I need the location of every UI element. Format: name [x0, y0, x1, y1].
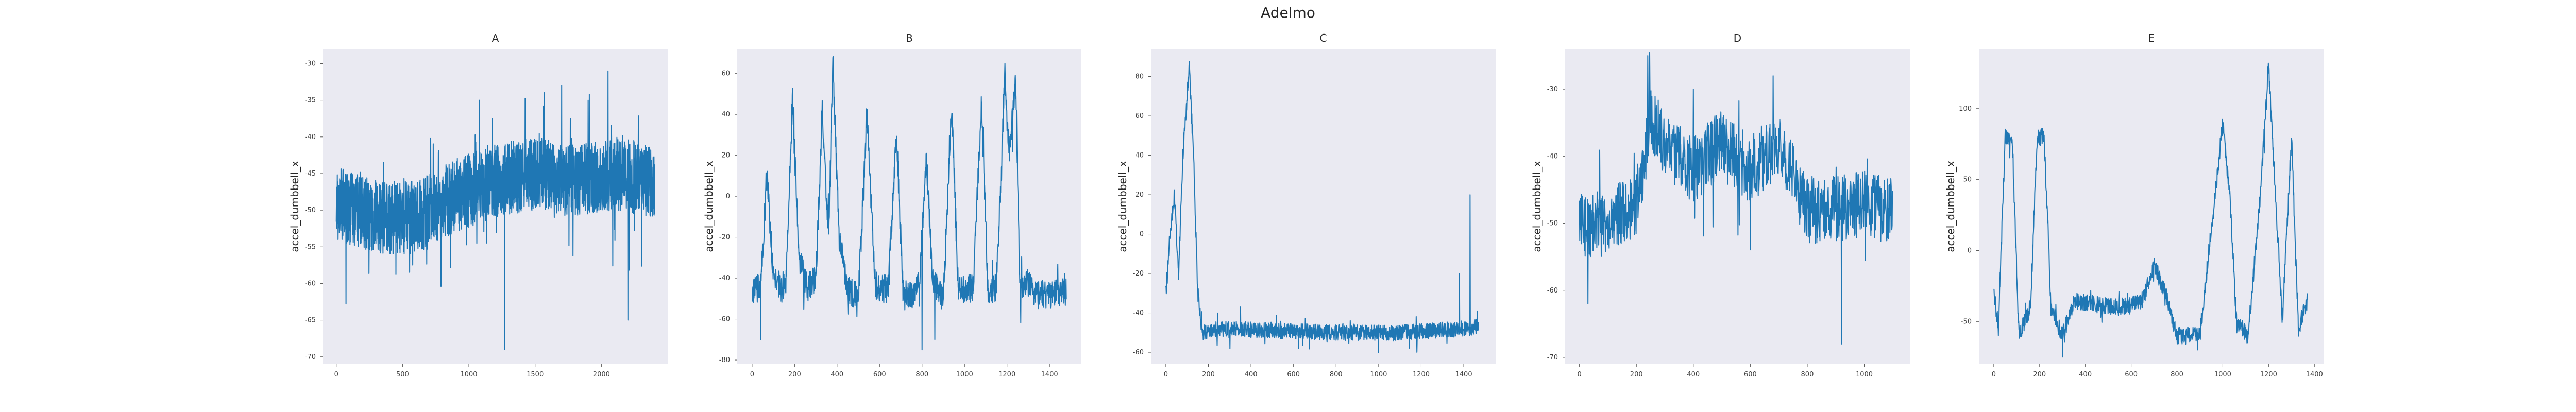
- y-axis-label: accel_dumbbell_x: [1116, 161, 1129, 252]
- x-tick-label: 1000: [1856, 371, 1873, 379]
- y-tick-label: -65: [305, 317, 316, 324]
- y-tick-label: -50: [305, 207, 316, 214]
- x-tick-label: 0: [1578, 371, 1582, 379]
- x-tick-label: 600: [1287, 371, 1300, 379]
- panel-c: 0 200 400 600 800 1000 1200 1400 -60 -40 -20 0 20 40 6…: [1116, 32, 1496, 379]
- y-axis-label: accel_dumbbell_x: [703, 161, 715, 252]
- y-tick-label: 60: [1135, 112, 1144, 120]
- y-tick-label: -35: [305, 97, 316, 105]
- x-tick-label: 400: [2079, 371, 2092, 379]
- x-tick-label: 1000: [1370, 371, 1387, 379]
- x-tick-label: 0: [334, 371, 338, 379]
- y-axis-label: accel_dumbbell_x: [289, 161, 301, 252]
- y-tick-label: -60: [1547, 287, 1558, 295]
- x-tick-label: 400: [831, 371, 843, 379]
- x-tick-label: 1400: [1041, 371, 1058, 379]
- x-tick-label: 0: [1164, 371, 1168, 379]
- series-line: [335, 70, 655, 350]
- x-tick-label: 1000: [2214, 371, 2231, 379]
- y-tick-label: -20: [1133, 270, 1144, 278]
- y-tick-label: -50: [1961, 318, 1972, 325]
- y-tick-label: -80: [719, 356, 730, 364]
- y-tick-label: 0: [1140, 231, 1144, 238]
- y-tick-label: -40: [719, 274, 730, 282]
- x-tick-label: 1200: [2260, 371, 2277, 379]
- panel-title: D: [1734, 32, 1741, 44]
- panel-e: 0 200 400 600 800 1000 1200 1400 -50 0 50 100 Eaccel…: [1944, 32, 2324, 379]
- x-tick-label: 200: [1202, 371, 1215, 379]
- panel-a: 0 500 1000 1500 2000 -70 -65 -60 -55 -50 -45 -40 -35…: [289, 32, 668, 379]
- y-tick-label: -70: [305, 353, 316, 361]
- x-tick-label: 1400: [1455, 371, 1472, 379]
- x-tick-label: 1200: [998, 371, 1015, 379]
- y-tick-label: -55: [305, 243, 316, 251]
- y-tick-label: -30: [305, 60, 316, 67]
- panel-title: A: [492, 32, 499, 44]
- x-tick-label: 200: [788, 371, 801, 379]
- series-line: [1165, 61, 1479, 353]
- panel-title: B: [906, 32, 913, 44]
- x-tick-label: 800: [2171, 371, 2183, 379]
- y-tick-label: -60: [1133, 349, 1144, 356]
- x-tick-label: 2000: [593, 371, 610, 379]
- y-tick-label: 50: [1963, 176, 1972, 184]
- panel-title: E: [2148, 32, 2155, 44]
- y-tick-label: 40: [1135, 152, 1144, 160]
- plot-background: [1151, 49, 1496, 364]
- x-tick-label: 0: [1992, 371, 1996, 379]
- series-line: [1579, 52, 1893, 345]
- y-tick-label: -40: [305, 133, 316, 141]
- panel-title: C: [1320, 32, 1327, 44]
- y-tick-label: -70: [1547, 354, 1558, 362]
- x-tick-label: 1000: [460, 371, 477, 379]
- x-tick-label: 200: [2033, 371, 2046, 379]
- series-line: [751, 56, 1067, 351]
- figure-title: Adelmo: [1261, 4, 1315, 21]
- y-tick-label: 40: [721, 111, 730, 118]
- y-tick-label: -60: [305, 280, 316, 287]
- y-tick-label: -45: [305, 170, 316, 178]
- x-tick-label: 800: [1330, 371, 1343, 379]
- x-tick-label: 0: [750, 371, 754, 379]
- x-tick-label: 1500: [527, 371, 544, 379]
- plot-background: [1979, 49, 2324, 364]
- x-tick-label: 600: [2125, 371, 2138, 379]
- x-tick-label: 1200: [1413, 371, 1430, 379]
- x-tick-label: 800: [916, 371, 928, 379]
- panel-d: 0 200 400 600 800 1000 -70 -60 -50 -40 -30 Daccel_d…: [1531, 32, 1910, 379]
- y-axis-label: accel_dumbbell_x: [1944, 161, 1957, 252]
- y-tick-label: 0: [1968, 247, 1972, 254]
- x-tick-label: 400: [1687, 371, 1700, 379]
- x-tick-label: 1400: [2306, 371, 2323, 379]
- panel-b: 0 200 400 600 800 1000 1200 1400 -80 -60 -40 -20 0 20…: [703, 32, 1081, 379]
- x-tick-label: 200: [1630, 371, 1643, 379]
- y-tick-label: 20: [721, 152, 730, 160]
- y-tick-label: -20: [719, 234, 730, 242]
- y-tick-label: -50: [1547, 220, 1558, 228]
- y-axis-label: accel_dumbbell_x: [1531, 161, 1543, 252]
- x-tick-label: 400: [1245, 371, 1258, 379]
- y-tick-label: 60: [721, 70, 730, 78]
- y-tick-label: 80: [1135, 73, 1144, 81]
- y-tick-label: -60: [719, 316, 730, 323]
- y-tick-label: -30: [1547, 85, 1558, 93]
- y-tick-label: 20: [1135, 191, 1144, 199]
- x-tick-label: 1000: [956, 371, 973, 379]
- x-tick-label: 500: [396, 371, 409, 379]
- series-line: [1993, 62, 2308, 358]
- y-tick-label: 0: [726, 193, 730, 200]
- x-tick-label: 600: [873, 371, 886, 379]
- y-tick-label: -40: [1133, 310, 1144, 317]
- y-tick-label: -40: [1547, 152, 1558, 160]
- plot-background: [737, 49, 1081, 364]
- y-tick-label: 100: [1959, 105, 1972, 113]
- x-tick-label: 800: [1801, 371, 1814, 379]
- x-tick-label: 600: [1744, 371, 1757, 379]
